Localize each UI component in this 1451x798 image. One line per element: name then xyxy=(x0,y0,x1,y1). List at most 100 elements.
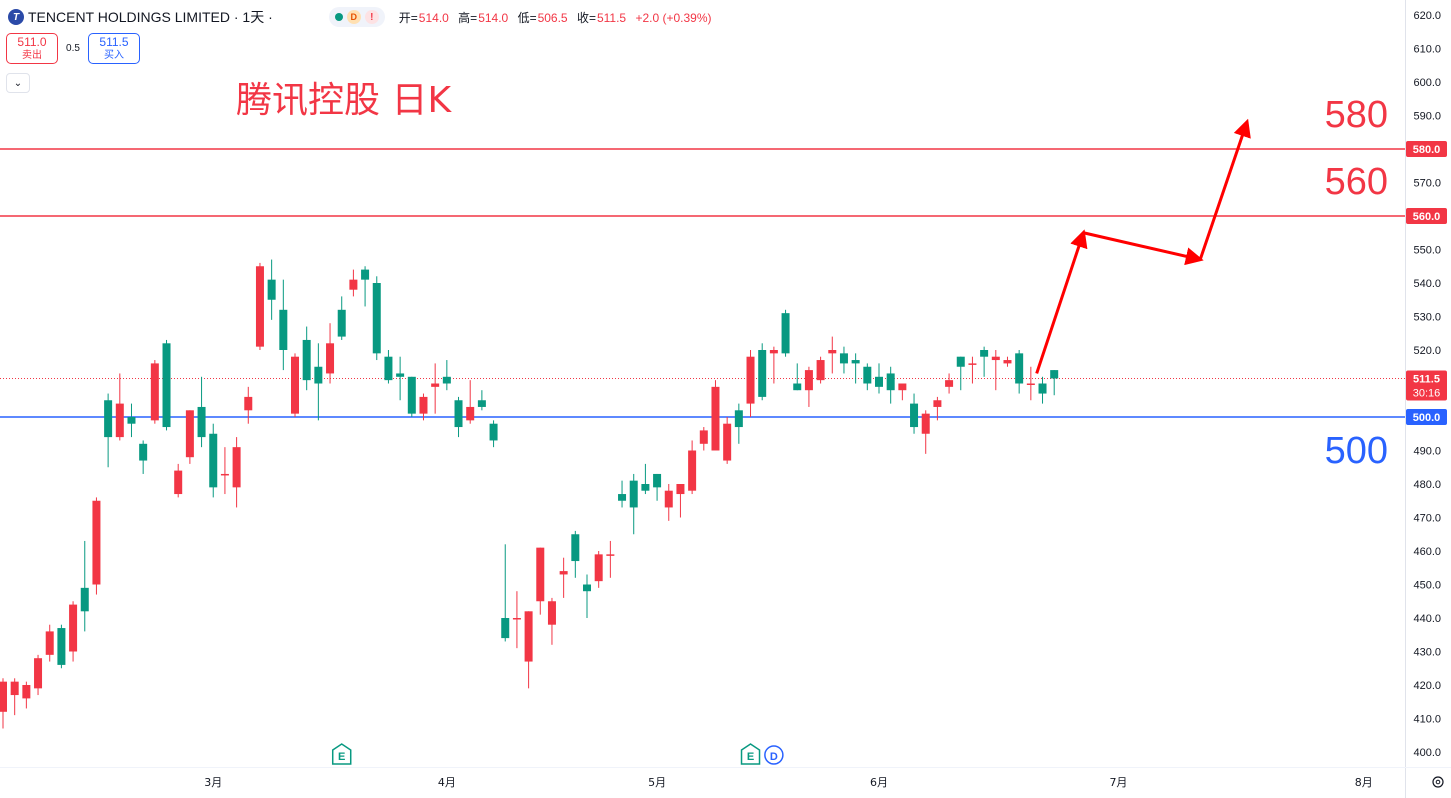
forecast-arrow[interactable] xyxy=(1035,229,1088,374)
candle xyxy=(302,326,311,391)
candle-body xyxy=(641,484,650,491)
high-label: 高= xyxy=(458,10,478,25)
candle-body xyxy=(804,370,813,391)
level-label: 560 xyxy=(1325,161,1388,203)
close-value: 511.5 xyxy=(596,10,627,25)
candle xyxy=(828,336,837,374)
candle xyxy=(197,376,206,448)
candle-body xyxy=(816,360,825,381)
status-pills[interactable]: D ! xyxy=(328,7,385,27)
candle xyxy=(571,530,580,578)
candle xyxy=(1003,356,1012,367)
buy-price: 511.5 xyxy=(99,35,129,50)
candle-body xyxy=(1015,353,1024,384)
buy-button[interactable]: 511.5 买入 xyxy=(88,33,140,64)
y-tick-label: 490.0 xyxy=(1413,446,1441,458)
trade-panel: 511.0 卖出 0.5 511.5 买入 xyxy=(6,33,140,64)
candle-body xyxy=(734,410,743,428)
y-tick-label: 420.0 xyxy=(1413,680,1441,692)
earnings-marker[interactable]: E xyxy=(740,743,761,765)
symbol-title[interactable]: TENCENT HOLDINGS LIMITED · 1天 · xyxy=(28,9,273,25)
candle-body xyxy=(746,356,755,404)
sell-label: 卖出 xyxy=(22,49,42,61)
candle-body xyxy=(945,380,954,387)
candle-body xyxy=(956,356,965,367)
candle xyxy=(933,396,942,421)
y-tick-label: 440.0 xyxy=(1413,613,1441,625)
candle xyxy=(104,393,113,468)
bar-countdown: 30:16 xyxy=(1413,387,1441,399)
candle-body xyxy=(174,470,183,495)
candle xyxy=(10,678,19,716)
forecast-arrow[interactable] xyxy=(1198,118,1251,261)
candle-body xyxy=(618,494,627,501)
candle-body xyxy=(104,400,113,438)
x-tick-label: 5月 xyxy=(648,776,666,789)
candle xyxy=(220,447,229,495)
candle xyxy=(150,360,159,424)
level-price-tag: 500.0 xyxy=(1406,409,1447,425)
candle xyxy=(793,363,802,391)
candle-body xyxy=(10,681,19,696)
current-price-value: 511.5 xyxy=(1413,373,1440,385)
candle-body xyxy=(80,587,89,612)
candle-body xyxy=(185,410,194,458)
candle-body xyxy=(571,534,580,562)
candle xyxy=(816,356,825,384)
candle-body xyxy=(910,403,919,428)
candle xyxy=(361,266,370,307)
delay-badge[interactable]: D xyxy=(346,10,361,24)
alert-badge[interactable]: ! xyxy=(364,10,379,24)
y-tick-label: 410.0 xyxy=(1413,714,1441,726)
candle xyxy=(956,356,965,391)
y-tick-label: 400.0 xyxy=(1413,747,1441,759)
candle xyxy=(512,591,521,649)
candle-body xyxy=(501,618,510,639)
candle-body xyxy=(758,350,767,397)
candle xyxy=(536,547,545,615)
sell-price: 511.0 xyxy=(17,35,47,50)
candle xyxy=(419,393,428,421)
candle xyxy=(606,540,615,578)
candle xyxy=(734,403,743,444)
time-axis[interactable]: 3月 4月 5月 6月 7月 8月 xyxy=(204,776,1444,789)
forecast-arrow-path[interactable] xyxy=(1035,118,1251,374)
earnings-marker[interactable]: E xyxy=(331,743,352,765)
price-tag-bg xyxy=(1406,409,1447,425)
candle xyxy=(641,463,650,495)
candle xyxy=(991,350,1000,391)
candle-body xyxy=(396,373,405,377)
horizontal-levels[interactable]: 580 560 500 xyxy=(0,94,1405,472)
candle-body xyxy=(863,366,872,384)
candle-body xyxy=(162,343,171,428)
candle xyxy=(209,423,218,498)
y-tick-label: 470.0 xyxy=(1413,513,1441,525)
x-tick-label: 4月 xyxy=(438,776,456,789)
candle-body xyxy=(583,584,591,592)
candle xyxy=(758,343,767,401)
candle-body xyxy=(828,350,837,354)
settings-icon[interactable] xyxy=(1432,776,1444,788)
candle-body xyxy=(676,484,685,495)
low-value: 506.5 xyxy=(537,10,568,25)
price-axis[interactable]: 620.0 610.0 600.0 590.0 580.0 570.0 560.0 550.0… xyxy=(1413,10,1441,759)
candle xyxy=(1026,366,1035,401)
candle-body xyxy=(361,269,370,280)
candle-body xyxy=(115,403,124,438)
candle xyxy=(886,366,895,404)
candle xyxy=(0,678,7,729)
collapse-button[interactable]: ⌄ xyxy=(6,73,30,93)
sell-button[interactable]: 511.0 卖出 xyxy=(6,33,58,64)
candle-body xyxy=(267,279,276,300)
level-label: 580 xyxy=(1325,94,1388,136)
forecast-arrow[interactable] xyxy=(1083,231,1204,266)
candle-body xyxy=(980,350,989,357)
event-marker-label: E xyxy=(747,751,754,763)
candle-body xyxy=(302,339,311,381)
candle xyxy=(501,544,510,642)
candle-body xyxy=(851,360,860,364)
y-tick-label: 450.0 xyxy=(1413,580,1441,592)
dividend-marker[interactable]: D xyxy=(764,745,784,765)
